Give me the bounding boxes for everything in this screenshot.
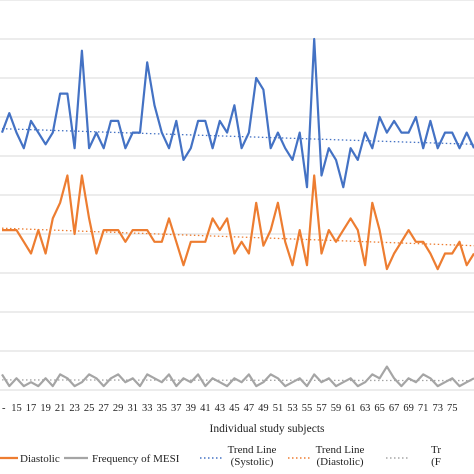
- x-tick-label: 21: [55, 403, 66, 414]
- x-tick-fragment: -: [2, 403, 6, 414]
- x-tick-label: 23: [69, 403, 80, 414]
- x-tick-label: 39: [186, 403, 197, 414]
- series-line-1: [2, 174, 474, 271]
- x-tick-label: 25: [84, 403, 95, 414]
- x-tick-label: 37: [171, 403, 182, 414]
- legend-label-line2: (Diastolic): [316, 456, 363, 468]
- x-tick-label: 31: [127, 403, 138, 414]
- x-tick-label: 71: [418, 403, 429, 414]
- trend-line-4: [1, 227, 474, 247]
- x-tick-label: 19: [40, 403, 51, 414]
- x-tick-label: 51: [273, 403, 284, 414]
- x-tick-labels: 15 17 19 21 23 25 27 29 31 33 35 37 39 41 43 45 47 49 51 53…: [2, 403, 457, 414]
- x-tick-label: 17: [26, 403, 37, 414]
- x-tick-label: 47: [244, 403, 255, 414]
- x-tick-label: 27: [98, 403, 109, 414]
- x-tick-label: 41: [200, 403, 211, 414]
- legend-label: Trend Line: [228, 444, 277, 456]
- trend-lines: [1, 128, 474, 382]
- x-tick-label: 53: [287, 403, 298, 414]
- legend-label: Trend Line: [316, 444, 365, 456]
- legend-label: Frequency of MESI: [92, 453, 180, 465]
- x-tick-label: 69: [403, 403, 414, 414]
- x-tick-label: 49: [258, 403, 269, 414]
- x-tick-label: 63: [360, 403, 371, 414]
- x-tick-label: 55: [302, 403, 313, 414]
- x-tick-label: 45: [229, 403, 240, 414]
- x-tick-label: 73: [432, 403, 443, 414]
- legend-label: Diastolic: [20, 453, 60, 465]
- x-tick-label: 59: [331, 403, 342, 414]
- x-tick-label: 67: [389, 403, 400, 414]
- x-tick-label: 61: [345, 403, 356, 414]
- x-tick-label: 35: [157, 403, 168, 414]
- x-tick-label: 33: [142, 403, 153, 414]
- x-tick-label: 15: [11, 403, 22, 414]
- gridlines: [0, 0, 474, 391]
- x-tick-label: 75: [447, 403, 458, 414]
- legend-label: Tr: [431, 444, 441, 456]
- legend-label-line2: (Systolic): [231, 456, 274, 468]
- x-tick-label: 57: [316, 403, 327, 414]
- series-line-0: [0, 37, 474, 189]
- legend-label-line2: (F: [431, 456, 441, 468]
- x-tick-label: 65: [374, 403, 385, 414]
- x-axis-title: Individual study subjects: [210, 423, 326, 435]
- x-tick-label: 43: [215, 403, 226, 414]
- series-line-2: [1, 365, 474, 388]
- series-lines: [0, 37, 474, 388]
- trend-line-3: [1, 128, 474, 145]
- x-tick-label: 29: [113, 403, 124, 414]
